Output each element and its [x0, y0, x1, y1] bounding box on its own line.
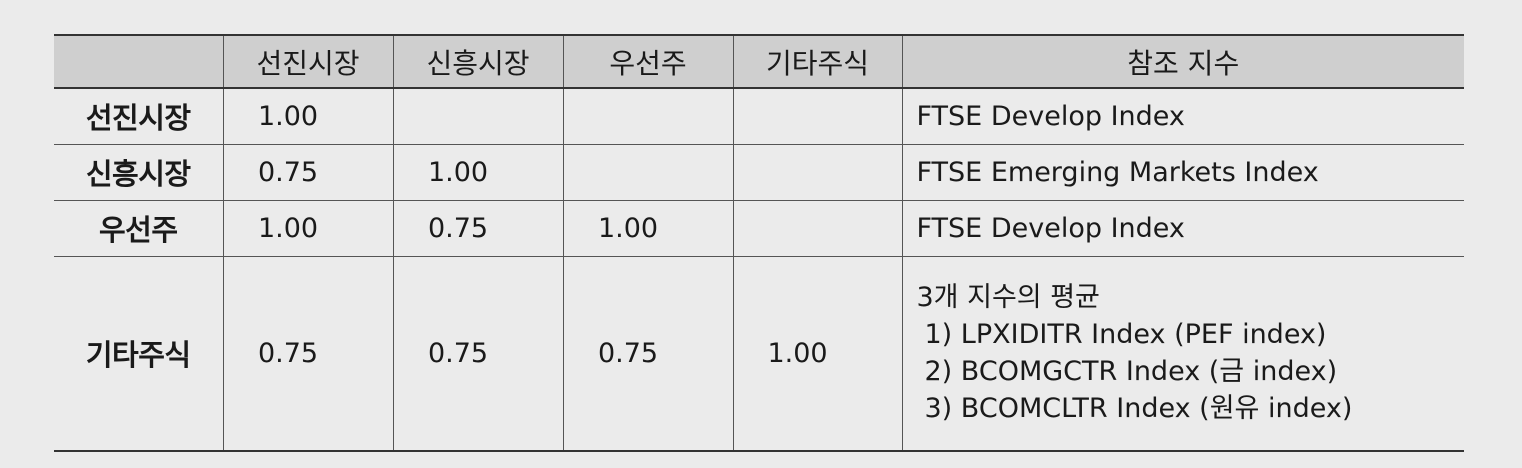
row-label: 기타주식	[54, 256, 224, 452]
row-label: 우선주	[54, 200, 224, 257]
table-row: 우선주 1.00 0.75 1.00 FTSE Develop Index	[54, 200, 1464, 257]
reference-index-cell: FTSE Emerging Markets Index	[901, 144, 1464, 201]
table-cell: 0.75	[222, 144, 394, 201]
table-row: 신흥시장 0.75 1.00 FTSE Emerging Markets Ind…	[54, 144, 1464, 201]
reference-index-cell: FTSE Develop Index	[901, 200, 1464, 257]
header-preferred-stock: 우선주	[562, 34, 734, 89]
reference-index-list: 3개 지수의 평균 1) LPXIDITR Index (PEF index) …	[917, 279, 1465, 427]
table-cell	[392, 88, 564, 145]
table-cell: 0.75	[392, 256, 564, 452]
header-developed-markets: 선진시장	[222, 34, 394, 89]
table-cell	[732, 88, 903, 145]
reference-item: 2) BCOMGCTR Index (금 index)	[924, 356, 1338, 388]
row-label: 신흥시장	[54, 144, 224, 201]
correlation-table-container: 선진시장 신흥시장 우선주 기타주식 참조 지수 선진시장 1.00 FTSE …	[54, 34, 1464, 452]
header-emerging-markets: 신흥시장	[392, 34, 564, 89]
table-cell: 1.00	[562, 200, 734, 257]
table-cell: 1.00	[732, 256, 903, 452]
reference-index-cell: FTSE Develop Index	[901, 88, 1464, 145]
header-corner	[54, 34, 224, 89]
table-cell: 0.75	[392, 200, 564, 257]
table-header-row: 선진시장 신흥시장 우선주 기타주식 참조 지수	[54, 34, 1464, 89]
row-label: 선진시장	[54, 88, 224, 145]
table-cell	[562, 144, 734, 201]
table-cell	[562, 88, 734, 145]
reference-index-cell: 3개 지수의 평균 1) LPXIDITR Index (PEF index) …	[901, 256, 1465, 452]
reference-item: 1) LPXIDITR Index (PEF index)	[924, 319, 1327, 351]
correlation-table: 선진시장 신흥시장 우선주 기타주식 참조 지수 선진시장 1.00 FTSE …	[54, 34, 1464, 452]
table-cell: 0.75	[222, 256, 394, 452]
table-cell	[732, 200, 903, 257]
header-other-equity: 기타주식	[732, 34, 903, 89]
reference-item: 3) BCOMCLTR Index (원유 index)	[924, 393, 1353, 425]
table-row: 선진시장 1.00 FTSE Develop Index	[54, 88, 1464, 145]
reference-summary: 3개 지수의 평균	[916, 282, 1100, 314]
table-cell: 1.00	[222, 200, 394, 257]
table-cell: 1.00	[392, 144, 564, 201]
table-row: 기타주식 0.75 0.75 0.75 1.00 3개 지수의 평균 1) LP…	[54, 256, 1465, 452]
table-cell: 1.00	[222, 88, 394, 145]
header-reference-index: 참조 지수	[901, 34, 1464, 89]
table-cell: 0.75	[562, 256, 734, 452]
table-cell	[732, 144, 903, 201]
